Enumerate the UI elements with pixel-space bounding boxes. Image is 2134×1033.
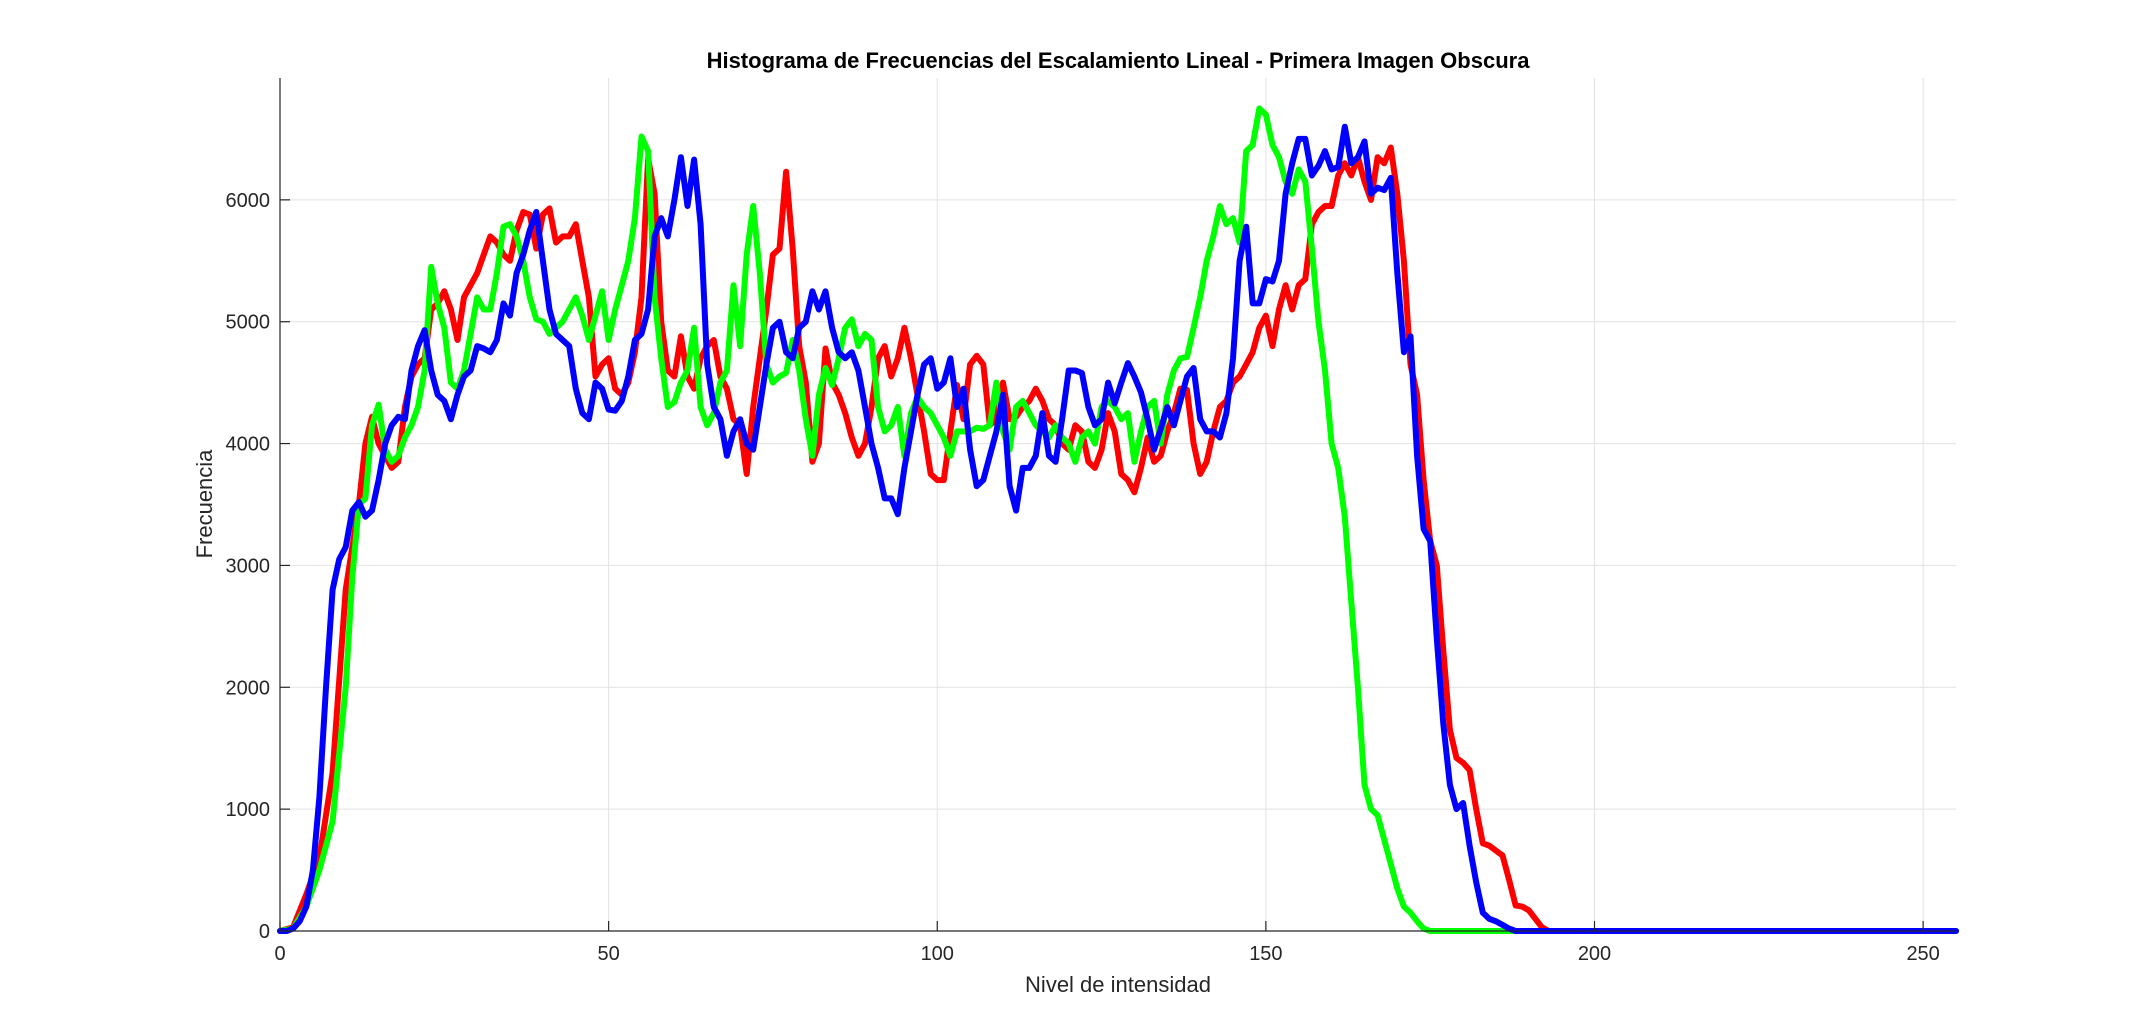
y-tick-label: 6000: [226, 190, 271, 212]
y-tick-label: 1000: [226, 799, 271, 821]
y-axis-label: Frecuencia: [192, 449, 217, 559]
y-tick-label: 4000: [226, 434, 271, 456]
y-tick-label: 2000: [226, 677, 271, 699]
x-tick-label: 0: [274, 943, 285, 965]
chart-title: Histograma de Frecuencias del Escalamien…: [707, 48, 1531, 73]
y-tick-label: 0: [259, 921, 270, 943]
x-tick-label: 100: [921, 943, 954, 965]
x-tick-label: 150: [1249, 943, 1282, 965]
y-tick-label: 5000: [226, 312, 271, 334]
axes: 0 50 100 150 200 250 0 1000 2000 3000 4000 5000 6000: [226, 78, 1956, 965]
plot-background: [280, 78, 1956, 931]
x-axis-label: Nivel de intensidad: [1025, 972, 1211, 997]
x-tick-label: 200: [1578, 943, 1611, 965]
series-line-2: [277, 105, 1959, 934]
y-tick-label: 3000: [226, 555, 271, 577]
series-line-3: [277, 123, 1959, 934]
x-tick-label: 50: [598, 943, 620, 965]
x-tick-label: 250: [1906, 943, 1939, 965]
series: [277, 105, 1959, 934]
series-line-1: [277, 144, 1959, 934]
